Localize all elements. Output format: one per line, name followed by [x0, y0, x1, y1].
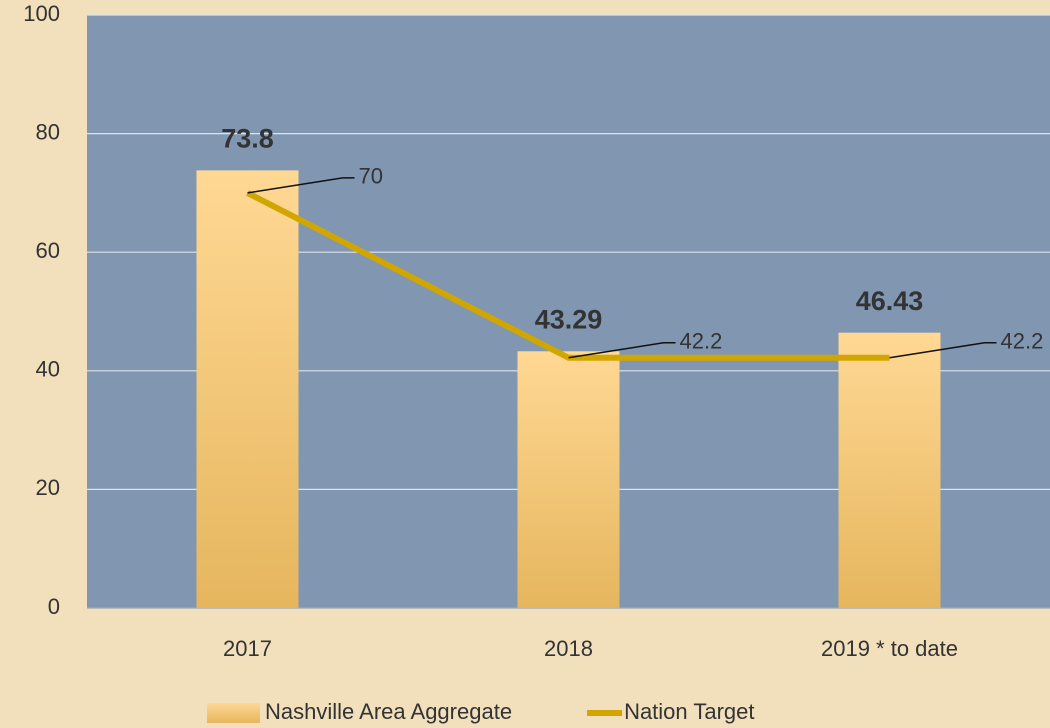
x-tick-label: 2018	[544, 636, 593, 661]
line-value-label: 70	[359, 164, 383, 189]
bar-value-label: 43.29	[535, 304, 603, 334]
y-tick-label: 40	[36, 357, 60, 382]
y-tick-label: 60	[36, 238, 60, 263]
x-tick-label: 2017	[223, 636, 272, 661]
y-tick-label: 80	[36, 119, 60, 144]
leader-line	[568, 342, 676, 359]
legend-swatch	[207, 703, 260, 723]
y-tick-label: 100	[23, 1, 60, 26]
bar	[838, 332, 941, 608]
y-tick-label: 20	[36, 475, 60, 500]
y-tick-label: 0	[48, 594, 60, 619]
bar-value-label: 73.8	[221, 123, 274, 153]
leader-line	[247, 177, 355, 194]
line-value-label: 42.2	[680, 329, 723, 354]
bar-value-label: 46.43	[856, 286, 924, 316]
bar	[196, 170, 299, 608]
x-tick-label: 2019 * to date	[821, 636, 958, 661]
legend-label: Nation Target	[624, 699, 754, 724]
bar	[517, 351, 620, 608]
line-value-label: 42.2	[1001, 329, 1044, 354]
legend-label: Nashville Area Aggregate	[265, 699, 512, 724]
leader-line	[889, 342, 997, 359]
